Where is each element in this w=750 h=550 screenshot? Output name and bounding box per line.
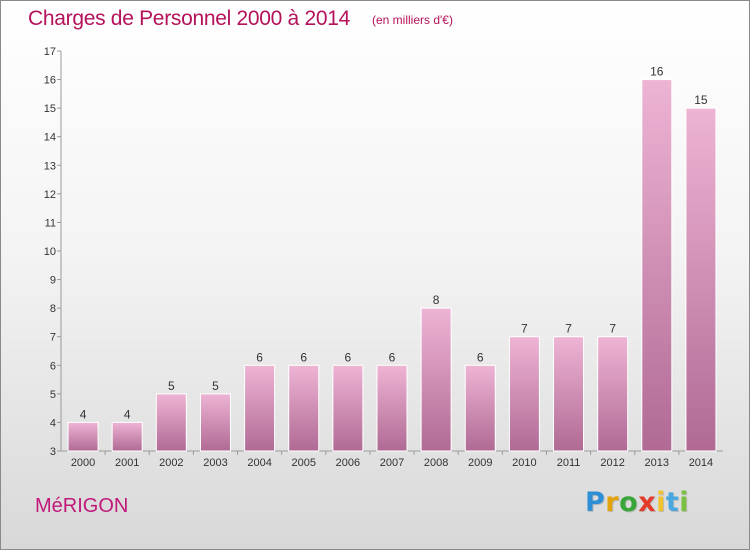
x-tick-label: 2003 — [203, 457, 227, 469]
logo-letter: x — [638, 487, 657, 518]
bar-2006 — [332, 364, 364, 452]
bar-2003 — [199, 393, 231, 452]
data-label: 7 — [565, 322, 572, 336]
y-tick-label: 8 — [50, 303, 56, 315]
logo-letter: i — [656, 487, 666, 518]
data-label: 5 — [168, 379, 175, 393]
x-tick-label: 2012 — [600, 457, 624, 469]
y-tick-label: 7 — [50, 332, 56, 344]
y-tick-label: 13 — [44, 160, 56, 172]
bar-2002 — [155, 393, 187, 452]
bar-2005 — [288, 364, 320, 452]
x-tick-label: 2014 — [689, 457, 713, 469]
data-label: 16 — [650, 65, 664, 79]
chart-subtitle: (en milliers d'€) — [372, 13, 453, 27]
x-tick-label: 2009 — [468, 457, 492, 469]
bar-2009 — [464, 364, 496, 452]
y-tick-label: 5 — [50, 389, 56, 401]
x-tick-label: 2010 — [512, 457, 536, 469]
proxiti-logo[interactable]: Proxiti — [585, 487, 689, 518]
data-label: 4 — [124, 407, 131, 421]
bar-2008 — [420, 307, 452, 452]
x-tick-label: 2001 — [115, 457, 139, 469]
y-tick-label: 9 — [50, 275, 56, 287]
data-label: 7 — [609, 322, 616, 336]
data-label: 7 — [521, 322, 528, 336]
logo-letter: r — [605, 487, 620, 518]
data-label: 5 — [212, 379, 219, 393]
bar-2013 — [641, 79, 673, 452]
data-label: 6 — [477, 350, 484, 364]
data-label: 8 — [433, 293, 440, 307]
y-tick-label: 3 — [50, 446, 56, 458]
commune-name: MéRIGON — [35, 495, 129, 517]
bar-2004 — [244, 364, 276, 452]
y-tick-label: 15 — [44, 103, 56, 115]
bar-2011 — [553, 336, 585, 452]
x-tick-label: 2005 — [291, 457, 315, 469]
y-tick-label: 16 — [44, 75, 56, 87]
logo-letter: o — [619, 487, 639, 518]
y-tick-label: 6 — [50, 360, 56, 372]
logo-letter: i — [679, 487, 690, 518]
y-tick-label: 12 — [44, 189, 56, 201]
x-tick-label: 2004 — [247, 457, 271, 469]
y-tick-label: 17 — [44, 46, 56, 58]
bar-2007 — [376, 364, 408, 452]
bar-2012 — [597, 336, 629, 452]
data-label: 4 — [80, 407, 87, 421]
data-labels: 4 4 5 5 6 6 6 6 8 6 7 7 7 16 15 — [80, 65, 708, 422]
logo-letter: P — [585, 487, 606, 518]
x-tick-label: 2002 — [159, 457, 183, 469]
y-tick-label: 10 — [44, 246, 56, 258]
data-label: 6 — [256, 350, 263, 364]
bar-2010 — [508, 336, 540, 452]
x-tick-label: 2000 — [71, 457, 95, 469]
data-label: 6 — [345, 350, 352, 364]
x-tick-label: 2007 — [380, 457, 404, 469]
y-tick-label: 4 — [50, 417, 56, 429]
data-label: 6 — [300, 350, 307, 364]
bar-2001 — [111, 421, 143, 452]
bars — [67, 79, 717, 452]
x-tick-label: 2011 — [557, 457, 581, 469]
bar-2000 — [67, 421, 99, 452]
y-tick-label: 14 — [44, 132, 56, 144]
logo-letter: t — [665, 487, 680, 518]
bar-2014 — [685, 107, 717, 452]
chart-title: Charges de Personnel 2000 à 2014 — [28, 7, 350, 30]
x-tick-label: 2008 — [424, 457, 448, 469]
data-label: 6 — [389, 350, 396, 364]
data-label: 15 — [694, 93, 708, 107]
x-tick-label: 2013 — [645, 457, 669, 469]
x-tick-label: 2006 — [336, 457, 360, 469]
y-tick-label: 11 — [45, 217, 56, 229]
